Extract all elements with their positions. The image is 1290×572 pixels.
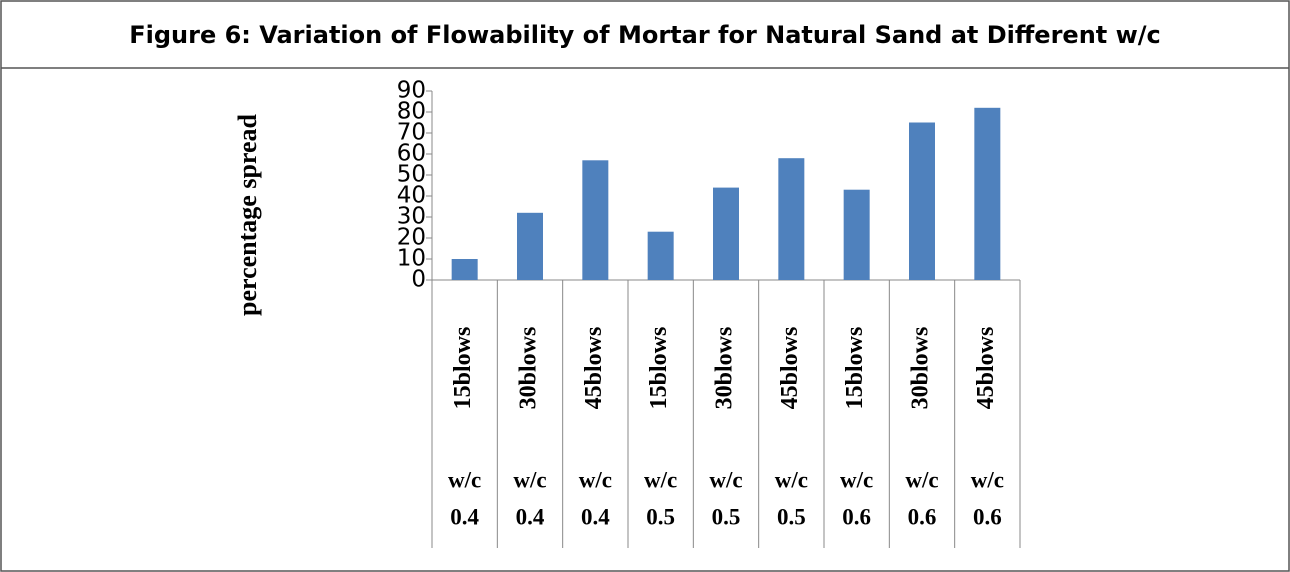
- x-tick-label: 15blows: [842, 327, 868, 410]
- x-tick-label: 0.6: [908, 504, 937, 529]
- x-tick-label: 0.4: [450, 504, 479, 529]
- chart-title: Figure 6: Variation of Flowability of Mo…: [129, 21, 1161, 49]
- bar: [974, 107, 1001, 280]
- x-tick-label: w/c: [905, 467, 938, 492]
- x-tick-label: 30blows: [908, 327, 934, 410]
- x-tick-label: 0.5: [777, 504, 806, 529]
- x-tick-label: 30blows: [712, 327, 738, 410]
- x-tick-label: 45blows: [973, 327, 999, 410]
- y-tick-label: 20: [397, 225, 426, 251]
- bar: [517, 212, 543, 280]
- x-tick-label: w/c: [644, 467, 677, 492]
- x-tick-label: w/c: [448, 467, 481, 492]
- x-tick-label: w/c: [971, 467, 1004, 492]
- x-tick-label: 0.6: [842, 504, 871, 529]
- x-tick-label: w/c: [775, 467, 808, 492]
- x-tick-label: 0.5: [712, 504, 741, 529]
- y-tick-label: 70: [397, 120, 426, 146]
- bar: [582, 160, 609, 280]
- bar: [778, 158, 805, 280]
- bar: [843, 189, 870, 280]
- x-tick-label: 15blows: [450, 327, 476, 410]
- x-tick-label: 0.5: [646, 504, 675, 529]
- x-tick-label: 0.4: [516, 504, 545, 529]
- bar: [909, 122, 935, 280]
- y-tick-label: 60: [397, 141, 426, 167]
- y-tick-label: 90: [397, 78, 426, 104]
- y-tick-label: 50: [397, 162, 426, 188]
- bar: [713, 187, 739, 280]
- x-tick-label: 15blows: [646, 327, 672, 410]
- x-tick-label: 45blows: [581, 327, 607, 410]
- x-tick-label: 0.6: [973, 504, 1002, 529]
- y-tick-label: 40: [397, 183, 426, 209]
- x-tick-label: w/c: [709, 467, 742, 492]
- y-tick-label: 10: [397, 246, 426, 272]
- x-tick-label: 0.4: [581, 504, 610, 529]
- bar: [647, 231, 674, 280]
- x-tick-label: 45blows: [777, 327, 803, 410]
- y-tick-label: 0: [411, 267, 426, 293]
- bar: [451, 259, 478, 280]
- y-axis-label: percentage spread: [233, 113, 262, 315]
- y-tick-label: 80: [397, 99, 426, 125]
- x-tick-label: w/c: [513, 467, 546, 492]
- x-tick-label: 30blows: [516, 327, 542, 410]
- y-tick-label: 30: [397, 204, 426, 230]
- x-tick-label: w/c: [579, 467, 612, 492]
- x-tick-label: w/c: [840, 467, 873, 492]
